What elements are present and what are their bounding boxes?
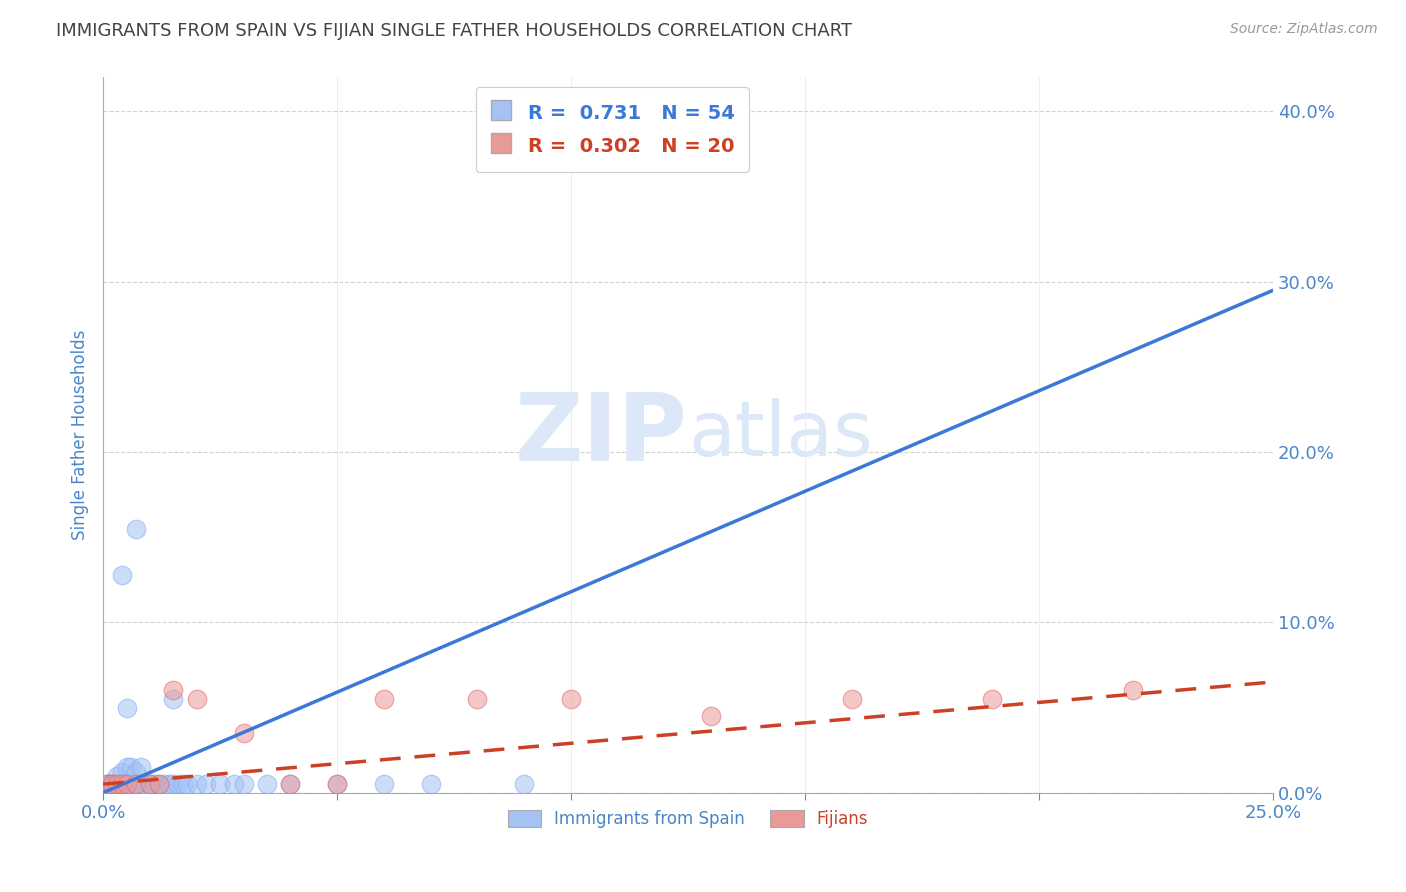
Point <box>278 777 301 791</box>
Point <box>232 777 254 791</box>
Point <box>115 700 138 714</box>
Point <box>101 777 124 791</box>
Point <box>841 692 863 706</box>
Point <box>162 692 184 706</box>
Point <box>115 760 138 774</box>
Point <box>162 683 184 698</box>
Point <box>120 777 142 791</box>
Point <box>97 777 120 791</box>
Point <box>120 777 142 791</box>
Point <box>167 777 190 791</box>
Text: Source: ZipAtlas.com: Source: ZipAtlas.com <box>1230 22 1378 37</box>
Legend: Immigrants from Spain, Fijians: Immigrants from Spain, Fijians <box>501 803 875 834</box>
Text: IMMIGRANTS FROM SPAIN VS FIJIAN SINGLE FATHER HOUSEHOLDS CORRELATION CHART: IMMIGRANTS FROM SPAIN VS FIJIAN SINGLE F… <box>56 22 852 40</box>
Point <box>278 777 301 791</box>
Point <box>120 760 142 774</box>
Point <box>97 777 120 791</box>
Point <box>157 777 180 791</box>
Point <box>209 777 232 791</box>
Point <box>105 769 128 783</box>
Point <box>101 777 124 791</box>
Point <box>105 777 128 791</box>
Point <box>186 692 208 706</box>
Point <box>256 777 278 791</box>
Point <box>139 777 162 791</box>
Point <box>97 777 120 791</box>
Point <box>513 777 536 791</box>
Point <box>111 777 134 791</box>
Point <box>139 777 162 791</box>
Point <box>326 777 349 791</box>
Point <box>111 765 134 780</box>
Point <box>97 777 120 791</box>
Point <box>186 777 208 791</box>
Point <box>97 777 120 791</box>
Text: ZIP: ZIP <box>515 389 688 481</box>
Point <box>97 777 120 791</box>
Point <box>134 777 156 791</box>
Point <box>125 777 148 791</box>
Point <box>111 567 134 582</box>
Point <box>419 777 441 791</box>
Point <box>125 777 148 791</box>
Y-axis label: Single Father Households: Single Father Households <box>72 330 89 541</box>
Text: atlas: atlas <box>688 398 873 472</box>
Point <box>176 777 198 791</box>
Point <box>195 777 218 791</box>
Point <box>224 777 246 791</box>
Point <box>129 777 152 791</box>
Point <box>143 777 166 791</box>
Point <box>162 777 184 791</box>
Point <box>560 692 582 706</box>
Point <box>1122 683 1144 698</box>
Point <box>148 777 170 791</box>
Point <box>125 765 148 780</box>
Point <box>125 777 148 791</box>
Point <box>111 777 134 791</box>
Point <box>111 777 134 791</box>
Point <box>326 777 349 791</box>
Point <box>125 522 148 536</box>
Point <box>105 777 128 791</box>
Point <box>105 777 128 791</box>
Point <box>139 777 162 791</box>
Point <box>373 692 395 706</box>
Point <box>232 726 254 740</box>
Point <box>373 777 395 791</box>
Point <box>101 777 124 791</box>
Point <box>115 777 138 791</box>
Point <box>129 760 152 774</box>
Point <box>129 777 152 791</box>
Point <box>148 777 170 791</box>
Point <box>115 777 138 791</box>
Point <box>153 777 176 791</box>
Point <box>115 777 138 791</box>
Point <box>172 777 194 791</box>
Point <box>105 777 128 791</box>
Point <box>467 692 489 706</box>
Point <box>101 777 124 791</box>
Point <box>101 777 124 791</box>
Point <box>981 692 1004 706</box>
Point <box>700 709 723 723</box>
